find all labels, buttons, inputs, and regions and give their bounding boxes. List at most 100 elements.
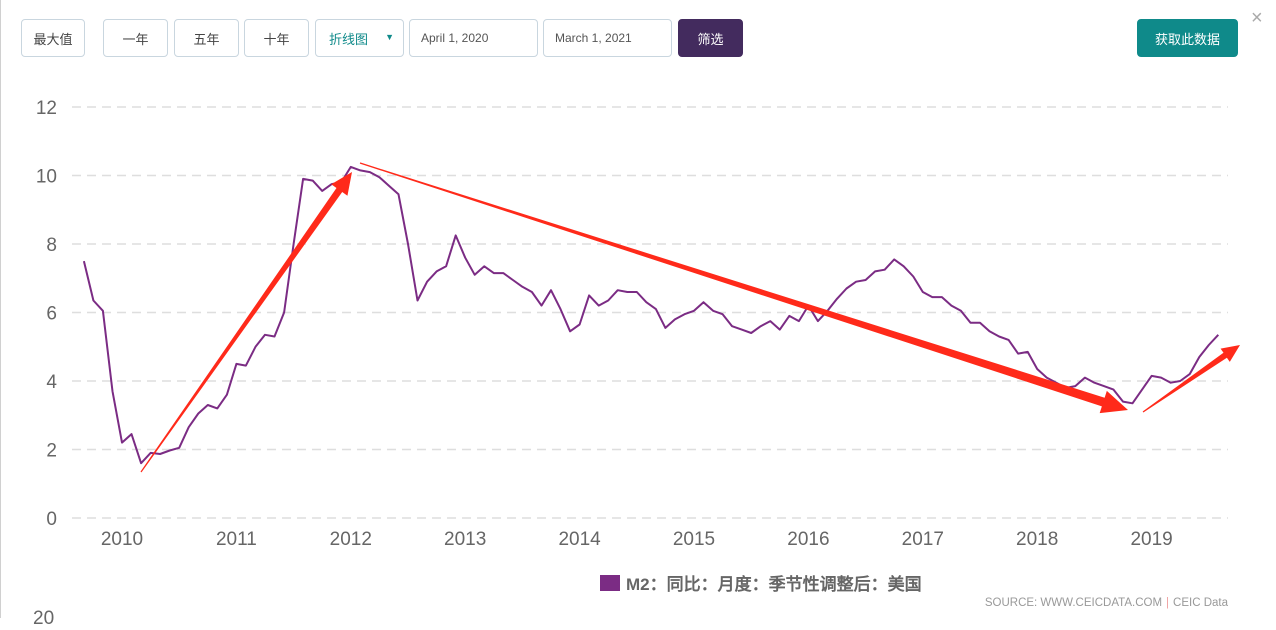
data-point — [1111, 388, 1115, 392]
data-point — [902, 264, 906, 268]
data-point — [721, 312, 725, 316]
next-chart-y-label: 20 — [33, 608, 55, 629]
series-line-m2 — [82, 165, 1220, 465]
data-point — [883, 268, 887, 272]
data-point — [549, 288, 553, 292]
data-point — [1026, 350, 1030, 354]
data-point — [816, 319, 820, 323]
data-point — [559, 307, 563, 311]
data-point — [1131, 401, 1135, 405]
data-point — [1207, 343, 1211, 347]
data-point — [368, 170, 372, 174]
legend-swatch — [600, 574, 620, 591]
data-point — [282, 311, 286, 315]
data-point — [168, 449, 172, 453]
data-point — [158, 452, 162, 456]
data-point — [730, 324, 734, 328]
data-point — [959, 309, 963, 313]
data-point — [416, 299, 420, 303]
data-point — [654, 307, 658, 311]
data-point — [273, 334, 277, 338]
data-point — [1140, 388, 1144, 392]
data-point — [797, 319, 801, 323]
data-point — [1073, 384, 1077, 388]
data-point — [930, 295, 934, 299]
data-point — [530, 290, 534, 294]
data-point — [206, 403, 210, 407]
data-point — [1178, 379, 1182, 383]
data-point — [1045, 376, 1049, 380]
data-point — [425, 280, 429, 284]
x-tick-label: 2013 — [444, 529, 486, 550]
legend[interactable]: M2：同比：月度：季节性调整后：美国 — [600, 570, 922, 595]
data-point — [406, 242, 410, 246]
range-10y-button[interactable]: 十年 — [244, 19, 309, 57]
start-date-input[interactable]: April 1, 2020 — [409, 19, 538, 57]
data-point — [396, 192, 400, 196]
data-point — [435, 269, 439, 273]
get-data-button[interactable]: 获取此数据 — [1137, 19, 1238, 57]
source-text: SOURCE: WWW.CEICDATA.COM — [984, 597, 1163, 609]
end-date-input[interactable]: March 1, 2021 — [543, 19, 672, 57]
data-point — [253, 345, 257, 349]
data-point — [616, 288, 620, 292]
data-point — [263, 333, 267, 337]
data-point — [1121, 400, 1125, 404]
data-point — [492, 271, 496, 275]
close-icon[interactable]: × — [1251, 7, 1263, 29]
data-point — [682, 312, 686, 316]
filter-button[interactable]: 筛选 — [678, 19, 743, 57]
data-point — [644, 300, 648, 304]
data-point — [149, 451, 153, 455]
data-point — [234, 362, 238, 366]
data-point — [606, 299, 610, 303]
data-point — [968, 321, 972, 325]
data-point — [177, 446, 181, 450]
data-point — [482, 264, 486, 268]
data-point — [292, 242, 296, 246]
y-tick-label: 4 — [46, 372, 57, 393]
data-point — [1016, 352, 1020, 356]
data-point — [949, 304, 953, 308]
caret-down-icon: ▼ — [385, 32, 394, 42]
data-point — [520, 285, 524, 289]
data-point — [835, 297, 839, 301]
data-point — [358, 168, 362, 172]
range-1y-button[interactable]: 一年 — [103, 19, 168, 57]
chart-type-select[interactable]: 折线图 ▼ — [315, 19, 404, 57]
data-point — [1159, 376, 1163, 380]
data-point — [1188, 372, 1192, 376]
y-tick-label: 2 — [46, 441, 57, 462]
data-point — [1083, 376, 1087, 380]
data-point — [940, 295, 944, 299]
data-point — [130, 432, 134, 436]
data-point — [768, 319, 772, 323]
range-5y-button[interactable]: 五年 — [174, 19, 239, 57]
range-max-button[interactable]: 最大值 — [21, 19, 85, 57]
x-tick-label: 2011 — [216, 529, 257, 550]
data-point — [320, 189, 324, 193]
data-point — [444, 264, 448, 268]
data-point — [988, 329, 992, 333]
data-point — [454, 233, 458, 237]
annotation-arrows — [140, 162, 1240, 473]
data-point — [921, 290, 925, 294]
data-point — [997, 334, 1001, 338]
data-point — [473, 273, 477, 277]
data-point — [740, 328, 744, 332]
data-point — [692, 309, 696, 313]
data-point — [711, 309, 715, 313]
data-point — [635, 290, 639, 294]
data-point — [539, 304, 543, 308]
data-point — [196, 412, 200, 416]
data-point — [349, 165, 353, 169]
data-point — [501, 271, 505, 275]
data-point — [120, 441, 124, 445]
source-credit: SOURCE: WWW.CEICDATA.COM | CEIC Data — [984, 597, 1228, 609]
x-tick-label: 2012 — [330, 529, 372, 550]
annotation-arrow-down — [359, 162, 1128, 414]
x-tick-label: 2019 — [1130, 529, 1172, 550]
data-point — [1007, 338, 1011, 342]
annotation-arrow-up — [140, 172, 352, 473]
